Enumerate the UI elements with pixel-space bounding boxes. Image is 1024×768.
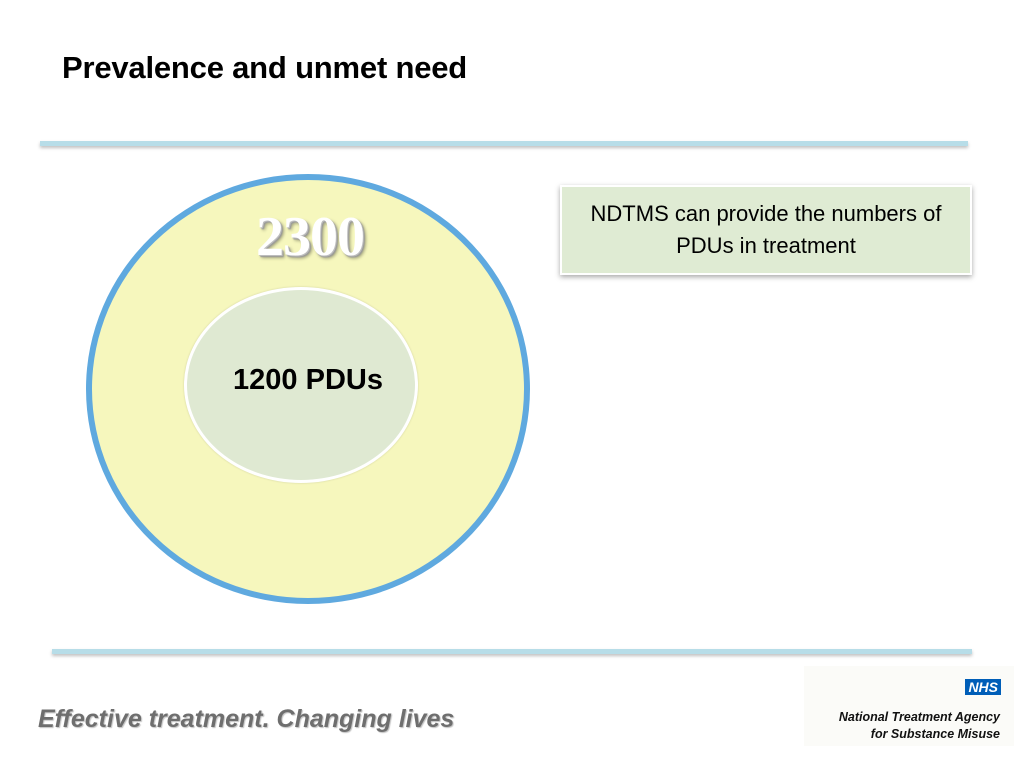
inner-ellipse-value: 1200 PDUs <box>233 364 383 396</box>
nta-logo: NHS National Treatment Agency for Substa… <box>804 666 1014 746</box>
bottom-divider <box>52 649 972 654</box>
inner-ellipse <box>184 287 418 483</box>
note-callout: NDTMS can provide the numbers of PDUs in… <box>560 185 972 275</box>
outer-circle-value: 2300 <box>256 206 365 268</box>
top-divider <box>40 141 968 146</box>
slide-title: Prevalence and unmet need <box>62 50 468 85</box>
note-text: NDTMS can provide the numbers of PDUs in… <box>590 201 942 258</box>
nhs-logo-icon: NHS <box>965 679 1001 695</box>
agency-name-line2: for Substance Misuse <box>870 727 1000 741</box>
footer-tagline: Effective treatment. Changing lives <box>38 705 455 733</box>
agency-name-line1: National Treatment Agency <box>838 710 1000 724</box>
